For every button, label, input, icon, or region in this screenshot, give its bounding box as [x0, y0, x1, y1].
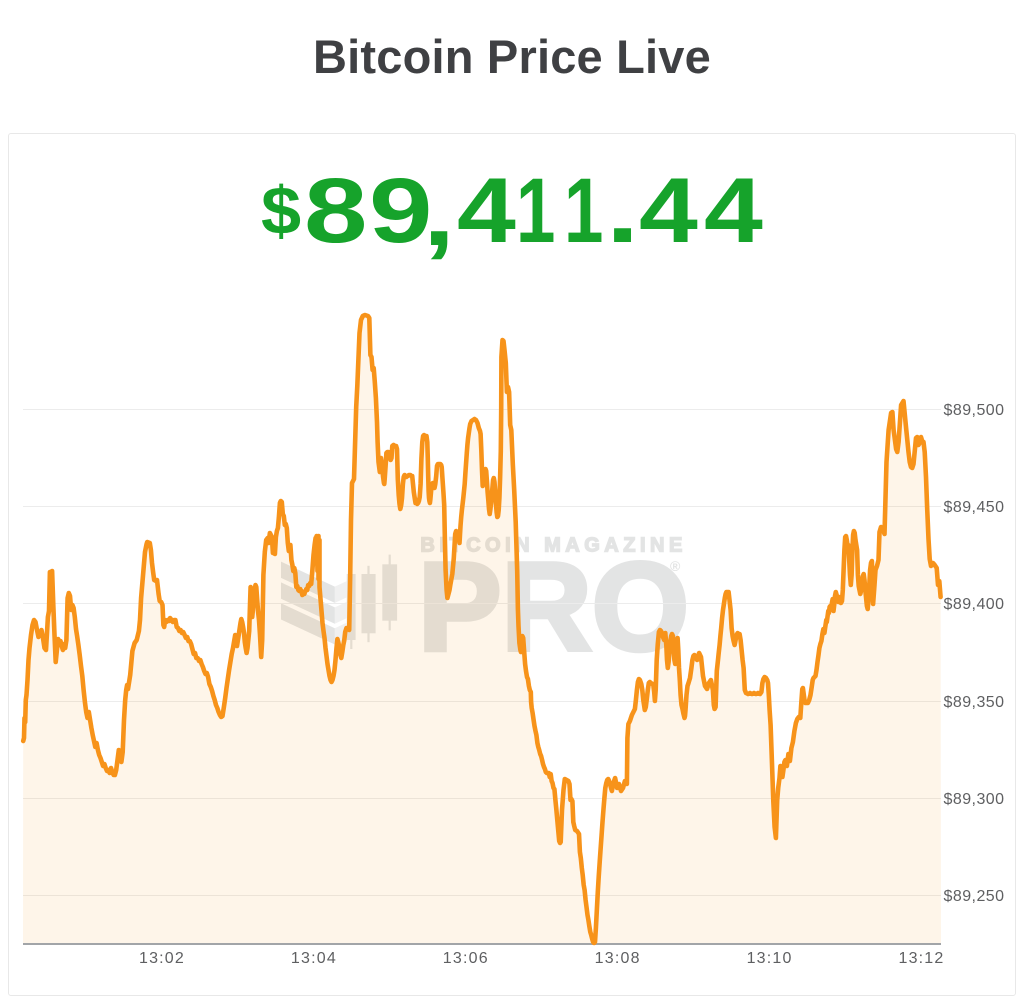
svg-text:$89,300: $89,300 [944, 791, 1005, 808]
svg-text:$89,350: $89,350 [944, 694, 1005, 711]
svg-text:13:10: 13:10 [747, 950, 793, 967]
svg-text:13:04: 13:04 [291, 950, 337, 967]
svg-text:$89,250: $89,250 [944, 888, 1005, 905]
svg-text:PRO: PRO [418, 538, 689, 677]
svg-text:$89,450: $89,450 [944, 499, 1005, 516]
svg-text:13:06: 13:06 [443, 950, 489, 967]
svg-text:BITCOIN MAGAZINE: BITCOIN MAGAZINE [420, 535, 686, 557]
svg-text:®: ® [670, 558, 681, 574]
svg-text:13:02: 13:02 [139, 950, 185, 967]
svg-text:$89,400: $89,400 [944, 596, 1005, 613]
svg-text:$89,500: $89,500 [944, 402, 1005, 419]
svg-text:13:08: 13:08 [595, 950, 641, 967]
svg-text:13:12: 13:12 [898, 950, 944, 967]
